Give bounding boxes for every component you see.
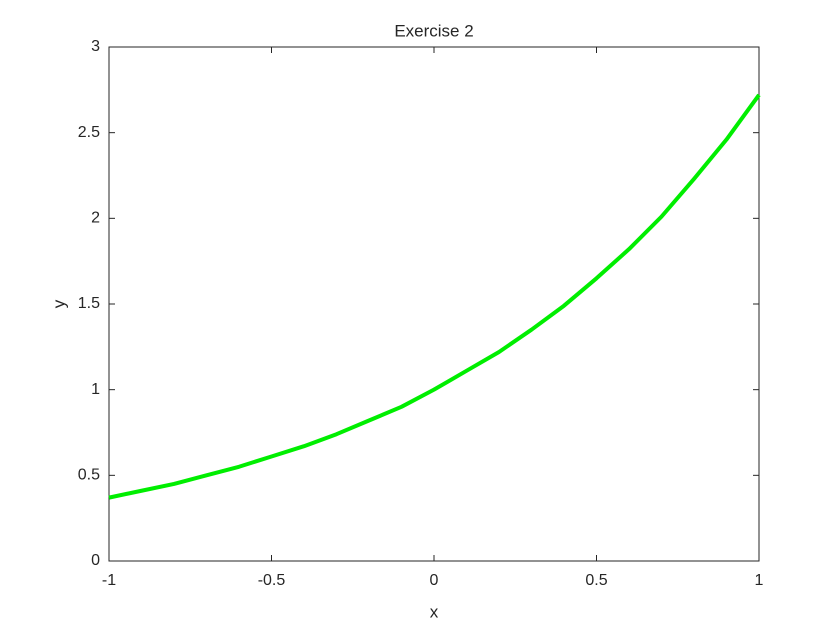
y-axis-label: y xyxy=(49,299,68,308)
y-tick-label: 0 xyxy=(91,552,100,569)
line xyxy=(108,93,761,500)
chart-title: Exercise 2 xyxy=(394,21,473,40)
x-tick-label: 0 xyxy=(430,572,439,589)
x-axis-label: x xyxy=(430,602,439,621)
y-tick-label: 2.5 xyxy=(78,124,100,141)
x-tick-label: 1 xyxy=(755,572,764,589)
x-tick-label: -1 xyxy=(102,572,116,589)
y-tick-label: 2 xyxy=(91,210,100,227)
y-tick-label: 1 xyxy=(91,381,100,398)
y-tick-label: 3 xyxy=(91,38,100,55)
x-tick-label: -0.5 xyxy=(258,572,286,589)
y-tick-label: 0.5 xyxy=(78,467,100,484)
x-tick-label: 0.5 xyxy=(585,572,607,589)
y-tick-label: 1.5 xyxy=(78,295,100,312)
